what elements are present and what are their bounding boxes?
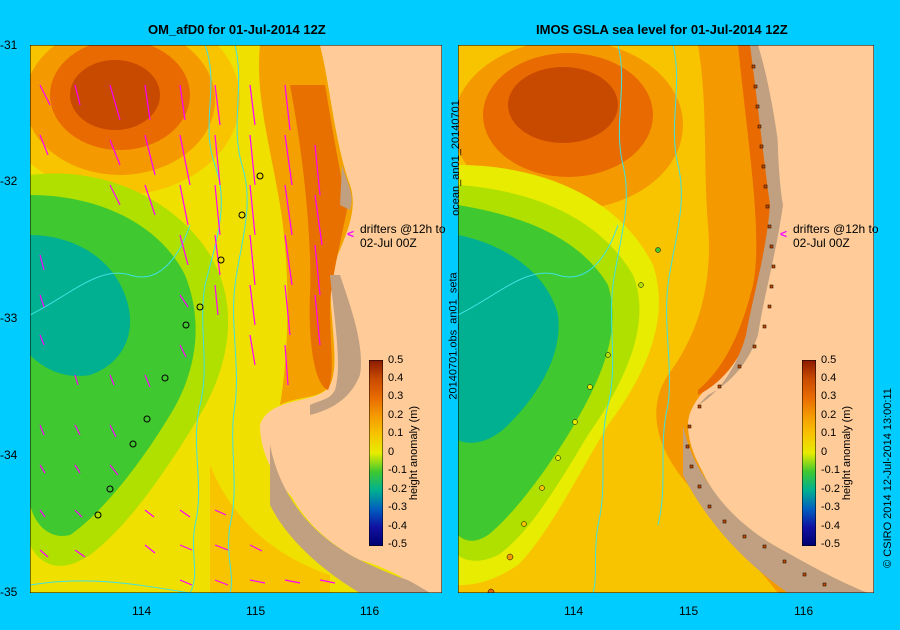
y-tick-label: -31 xyxy=(0,38,18,52)
drifter-note-line1: drifters @12h to xyxy=(793,222,879,236)
x-tick-label: 116 xyxy=(794,604,814,618)
colorbar-tick: -0.5 xyxy=(821,538,840,550)
tide-gauge-markers xyxy=(685,64,827,587)
left-panel-title: OM_afD0 for 01-Jul-2014 12Z xyxy=(148,22,326,37)
drifter-markers xyxy=(94,172,264,519)
colorbar-tick: 0.5 xyxy=(388,354,404,366)
right-panel-title: IMOS GSLA sea level for 01-Jul-2014 12Z xyxy=(536,22,788,37)
y-tick-label: -32 xyxy=(0,174,18,188)
side-label-top: ocean_an01_20140701 xyxy=(449,100,462,216)
colorbar-tick: -0.4 xyxy=(388,520,407,532)
colorbar-tick: -0.2 xyxy=(388,483,407,495)
left-colorbar xyxy=(369,360,383,546)
colorbar-tick: 0.1 xyxy=(821,427,837,439)
drifter-note-arrow: < xyxy=(347,227,355,241)
colorbar-tick: 0 xyxy=(388,446,395,458)
colorbar-tick: 0.1 xyxy=(388,427,404,439)
drifter-note-line1: drifters @12h to xyxy=(360,222,446,236)
current-arrows xyxy=(39,84,336,586)
observation-markers xyxy=(487,247,661,593)
right-map[interactable] xyxy=(458,45,874,593)
colorbar-tick: -0.1 xyxy=(388,464,407,476)
x-tick-label: 116 xyxy=(360,604,380,618)
drifter-note-line2: 02-Jul 00Z xyxy=(360,236,417,250)
colorbar-tick: 0.2 xyxy=(821,409,837,421)
colorbar-tick: 0.5 xyxy=(821,354,837,366)
colorbar-tick: 0 xyxy=(821,446,828,458)
colorbar-tick: -0.1 xyxy=(821,464,840,476)
y-tick-label: -34 xyxy=(0,448,18,462)
colorbar-tick: -0.2 xyxy=(821,483,840,495)
colorbar-tick: 0.3 xyxy=(388,390,404,402)
colorbar-tick: -0.3 xyxy=(821,501,840,513)
colorbar-tick: 0.3 xyxy=(821,390,837,402)
y-tick-label: -33 xyxy=(0,311,18,325)
colorbar-label: height anomaly (m) xyxy=(841,405,854,501)
colorbar-tick: 0.2 xyxy=(388,409,404,421)
x-tick-label: 115 xyxy=(679,604,699,618)
colorbar-tick: -0.3 xyxy=(388,501,407,513)
drifter-note-arrow: < xyxy=(780,227,788,241)
y-tick-label: -35 xyxy=(0,585,18,599)
colorbar-tick: 0.4 xyxy=(821,372,837,384)
x-tick-label: 115 xyxy=(246,604,266,618)
x-tick-label: 114 xyxy=(564,604,584,618)
right-colorbar xyxy=(802,360,816,546)
colorbar-label: height anomaly (m) xyxy=(408,405,421,501)
colorbar-tick: -0.4 xyxy=(821,520,840,532)
x-tick-label: 114 xyxy=(132,604,152,618)
left-map[interactable] xyxy=(30,45,442,593)
side-label-bottom: 20140701.obs_an01_seta xyxy=(447,272,460,400)
colorbar-tick: -0.5 xyxy=(388,538,407,550)
drifter-note-line2: 02-Jul 00Z xyxy=(793,236,850,250)
colorbar-tick: 0.4 xyxy=(388,372,404,384)
credit-label: © CSIRO 2014 12-Jul-2014 13:00:11 xyxy=(881,388,894,568)
